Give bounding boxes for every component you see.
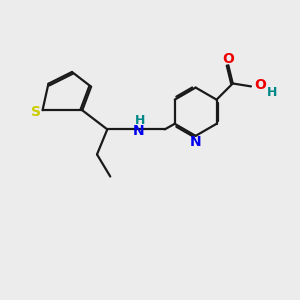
Text: H: H xyxy=(135,114,146,127)
Text: N: N xyxy=(133,124,145,138)
Text: O: O xyxy=(254,78,266,92)
Text: N: N xyxy=(190,135,202,149)
Text: H: H xyxy=(267,86,278,99)
Text: O: O xyxy=(222,52,234,66)
Text: S: S xyxy=(31,105,41,119)
